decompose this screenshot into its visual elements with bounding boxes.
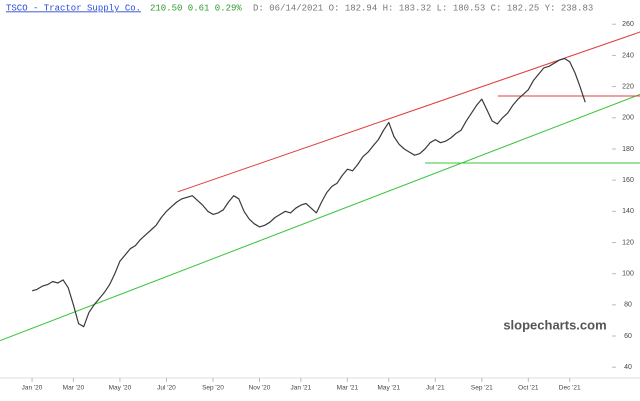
trend-line [177, 31, 640, 193]
x-tick-label: Dec '21 [559, 385, 581, 392]
symbol-link[interactable]: TSCO - Tractor Supply Co. [6, 3, 141, 13]
x-tick-label: Sep '21 [471, 385, 493, 392]
x-tick-label: Mar '21 [337, 385, 359, 392]
y-tick-label: 140 [622, 208, 634, 215]
x-tick-label: Nov '20 [249, 385, 271, 392]
y-tick-label: 40 [624, 364, 632, 371]
x-tick-label: Oct '21 [518, 385, 539, 392]
y-tick-label: 200 [622, 115, 634, 122]
y-tick-label: 240 [622, 52, 634, 59]
x-tick-label: Jan '21 [290, 385, 311, 392]
quote: 210.50 0.61 0.29% [150, 3, 242, 13]
y-tick-label: 260 [622, 21, 634, 28]
trend-line [0, 93, 640, 342]
x-tick-label: May '20 [109, 385, 132, 392]
y-tick-label: 220 [622, 83, 634, 90]
y-tick-label: 60 [624, 333, 632, 340]
y-tick-label: 180 [622, 146, 634, 153]
x-tick-label: Jul '20 [157, 385, 176, 392]
x-tick-label: Sep '20 [202, 385, 224, 392]
y-tick-label: 120 [622, 239, 634, 246]
price-line [31, 57, 586, 328]
x-tick-label: May '21 [377, 385, 400, 392]
y-tick-label: 80 [624, 302, 632, 309]
x-tick-label: Mar '20 [63, 385, 85, 392]
y-tick-label: 160 [622, 177, 634, 184]
y-tick-label: 100 [622, 271, 634, 278]
quote-details: D: 06/14/2021 O: 182.94 H: 183.32 L: 180… [253, 3, 593, 13]
watermark: slopecharts.com [503, 317, 606, 332]
x-tick-label: Jul '21 [426, 385, 445, 392]
x-tick-label: Jan '20 [22, 385, 43, 392]
